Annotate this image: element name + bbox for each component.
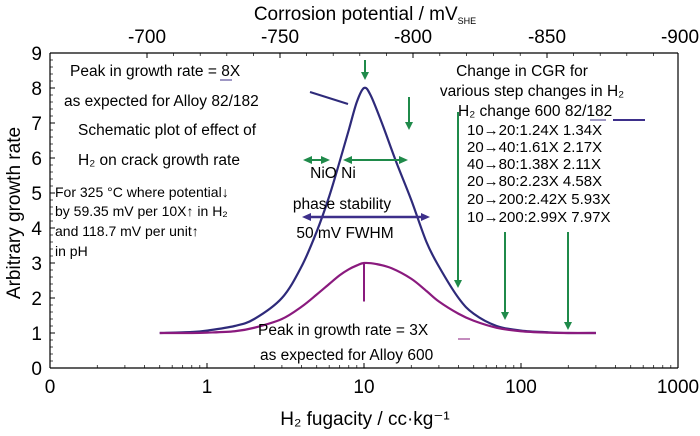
y-tick-label: 1 xyxy=(31,324,42,345)
y-axis-title: Arbitrary growth rate xyxy=(4,127,25,299)
peak-3x-alloy-label: as expected for Alloy 600 xyxy=(260,347,434,364)
top-axis-title: Corrosion potential / mVSHE xyxy=(254,4,476,26)
fwhm-arrow-left-head xyxy=(302,213,311,221)
curves xyxy=(159,86,596,335)
axis-ticks: 0 1 2 3 4 5 6 7 8 9 0 1 10 100 1000 -700 -750 -800 -850 -90… xyxy=(31,27,699,398)
y-tick-label: 8 xyxy=(31,79,42,100)
down-arrow-long-head xyxy=(454,280,462,288)
y-tick-label: 7 xyxy=(31,114,42,135)
x-axis-title: H₂ fugacity / cc·kg⁻¹ xyxy=(280,409,449,430)
fwhm-label: 50 mV FWHM xyxy=(296,225,393,242)
peak-8x-leader-line xyxy=(309,91,349,105)
top-tick-label: -900 xyxy=(661,27,699,48)
phase-stability-label: phase stability xyxy=(293,196,391,213)
peak-8x-label: Peak in growth rate = 8X xyxy=(70,63,241,80)
note-line-4: in pH xyxy=(55,243,88,259)
y-tick-label: 6 xyxy=(31,149,42,170)
x-tick-label: 0 xyxy=(45,377,56,398)
x-tick-label: 10 xyxy=(353,377,374,398)
peak-8x-alloy-label: as expected for Alloy 82/182 xyxy=(64,93,259,110)
top-tick-label: -750 xyxy=(261,27,299,48)
top-tick-label: -800 xyxy=(394,27,432,48)
cgr-table-rows: 10→20:1.24X 1.34X 20→40:1.61X 2.17X 40→8… xyxy=(467,122,610,226)
cgr-row: 10→20:1.24X 1.34X xyxy=(467,122,602,139)
note-line-2: by 59.35 mV per 10X↑ in H₂ xyxy=(55,203,228,219)
x-tick-label: 100 xyxy=(505,377,537,398)
nio-arrow-left-head xyxy=(303,156,312,164)
ni-arrow-right-head xyxy=(399,156,408,164)
nio-ni-label: NiO Ni xyxy=(310,165,356,182)
x-tick-label: 1000 xyxy=(657,377,699,398)
x-tick-label: 1 xyxy=(202,377,213,398)
y-tick-label: 5 xyxy=(31,184,42,205)
nio-arrow-right-head xyxy=(321,156,330,164)
schematic-label-1: Schematic plot of effect of xyxy=(78,122,257,139)
schematic-label-2: H₂ on crack growth rate xyxy=(78,152,240,169)
y-tick-label: 0 xyxy=(31,359,42,380)
y-tick-label: 2 xyxy=(31,289,42,310)
cgr-title-2: various step changes in H₂ xyxy=(440,83,624,100)
top-tick-label: -850 xyxy=(528,27,566,48)
cgr-row: 10→200:2.99X 7.97X xyxy=(467,209,610,226)
cgr-row: 40→80:1.38X 2.11X xyxy=(467,156,601,173)
top-tick-label: -700 xyxy=(128,27,166,48)
cgr-row: 20→200:2.42X 5.93X xyxy=(467,191,610,208)
cgr-title-1: Change in CGR for xyxy=(456,63,588,80)
series-line-alloy-82-182 xyxy=(159,86,596,335)
arrows xyxy=(302,60,572,330)
note-line-3: and 118.7 mV per unit↑ xyxy=(55,223,199,239)
down-arrow-2-head xyxy=(501,312,509,320)
y-tick-label: 4 xyxy=(31,219,42,240)
cgr-row: 20→40:1.61X 2.17X xyxy=(467,139,602,156)
y-tick-label: 9 xyxy=(31,44,42,65)
cgr-header: H₂ change 600 82/182 xyxy=(458,103,612,120)
fwhm-arrow-right-head xyxy=(421,213,430,221)
peak-3x-label: Peak in growth rate = 3X xyxy=(258,322,429,339)
down-arrow-3-head xyxy=(564,322,572,330)
cgr-row: 20→80:2.23X 4.58X xyxy=(467,173,602,190)
y-tick-label: 3 xyxy=(31,254,42,275)
peak-down-arrow-head xyxy=(361,72,369,80)
down-arrow-1-head xyxy=(405,122,413,130)
note-line-1: For 325 °C where potential↓ xyxy=(55,184,229,200)
ni-arrow-left-head xyxy=(343,156,352,164)
